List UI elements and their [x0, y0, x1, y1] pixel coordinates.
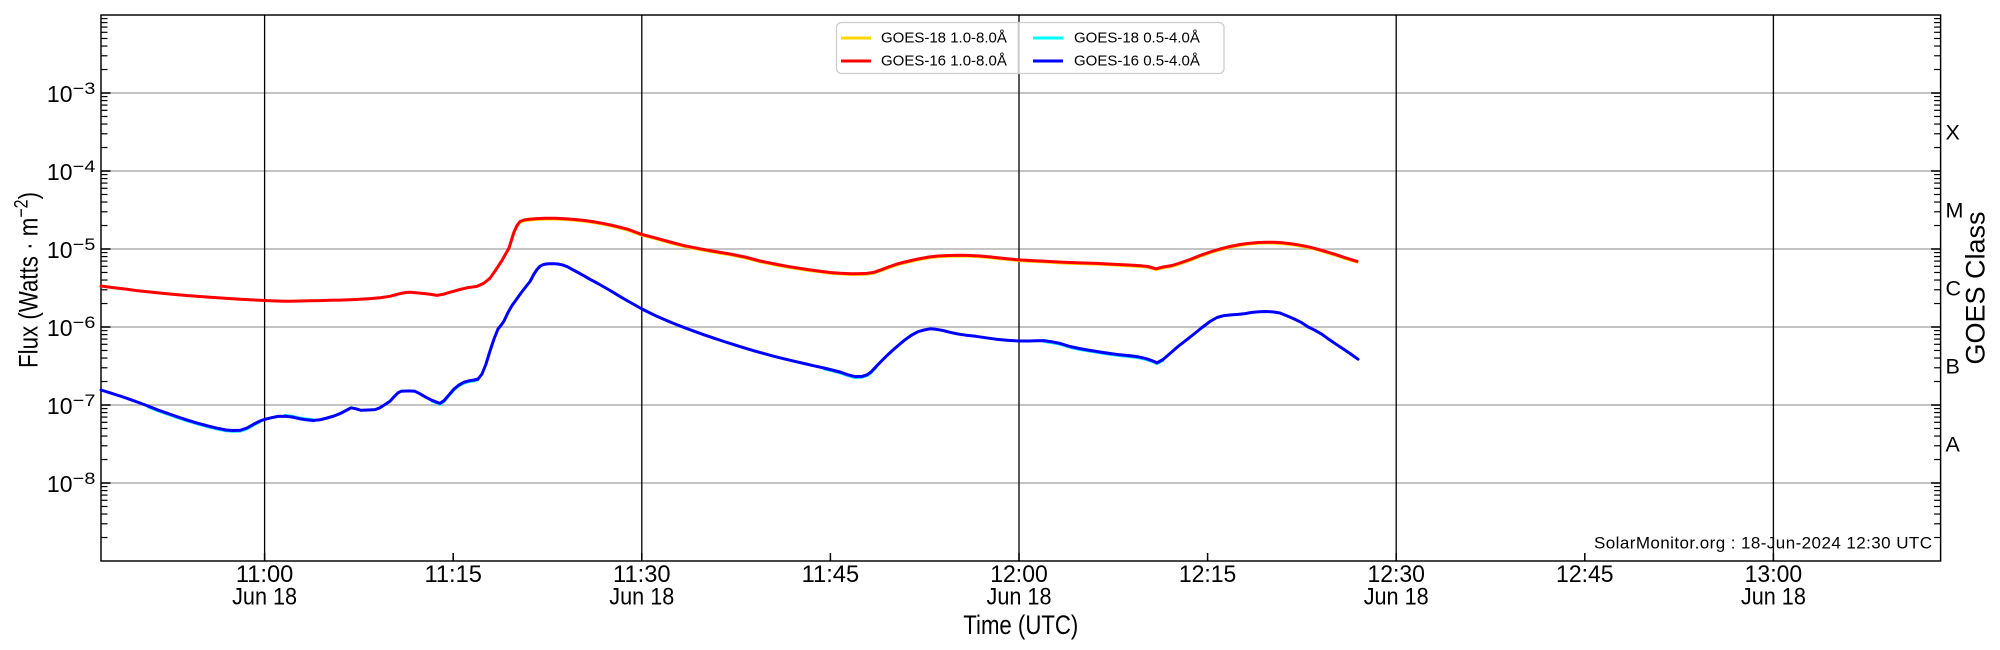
svg-text:−5: −5 [73, 235, 96, 254]
svg-text:M: M [1946, 198, 1964, 222]
svg-text:12:00: 12:00 [990, 561, 1048, 588]
svg-text:−3: −3 [73, 79, 96, 98]
svg-text:Time (UTC): Time (UTC) [963, 610, 1078, 640]
svg-text:GOES-16 0.5-4.0Å: GOES-16 0.5-4.0Å [1074, 52, 1200, 69]
svg-text:−7: −7 [73, 391, 96, 410]
svg-text:−6: −6 [73, 313, 96, 332]
svg-text:11:45: 11:45 [802, 561, 860, 588]
svg-text:10: 10 [47, 237, 73, 263]
svg-text:12:15: 12:15 [1179, 561, 1237, 588]
svg-text:Jun 18: Jun 18 [232, 584, 297, 611]
svg-text:11:30: 11:30 [613, 561, 671, 588]
svg-text:GOES-18 0.5-4.0Å: GOES-18 0.5-4.0Å [1074, 29, 1200, 46]
svg-text:GOES-18 1.0-8.0Å: GOES-18 1.0-8.0Å [881, 29, 1007, 46]
svg-text:X: X [1946, 120, 1960, 144]
svg-text:12:30: 12:30 [1367, 561, 1425, 588]
svg-text:A: A [1946, 432, 1961, 456]
svg-text:GOES Class: GOES Class [1961, 212, 1991, 365]
svg-text:10: 10 [47, 315, 73, 341]
svg-text:−4: −4 [73, 157, 96, 176]
svg-text:Jun 18: Jun 18 [609, 584, 674, 611]
svg-text:11:00: 11:00 [236, 561, 294, 588]
svg-text:Jun 18: Jun 18 [1741, 584, 1806, 611]
svg-text:B: B [1946, 354, 1960, 378]
svg-text:Jun 18: Jun 18 [987, 584, 1052, 611]
svg-text:Flux (Watts · m−2): Flux (Watts · m−2) [12, 192, 44, 368]
svg-text:Jun 18: Jun 18 [1364, 584, 1429, 611]
svg-text:11:15: 11:15 [424, 561, 482, 588]
svg-text:10: 10 [47, 471, 73, 497]
svg-text:C: C [1946, 276, 1962, 300]
svg-text:−8: −8 [73, 469, 96, 488]
svg-text:GOES-16 1.0-8.0Å: GOES-16 1.0-8.0Å [881, 52, 1007, 69]
svg-text:12:45: 12:45 [1556, 561, 1614, 588]
svg-text:10: 10 [47, 393, 73, 419]
svg-text:10: 10 [47, 81, 73, 107]
svg-text:10: 10 [47, 159, 73, 185]
svg-text:13:00: 13:00 [1745, 561, 1803, 588]
svg-text:SolarMonitor.org : 18-Jun-2024: SolarMonitor.org : 18-Jun-2024 12:30 UTC [1594, 533, 1932, 552]
